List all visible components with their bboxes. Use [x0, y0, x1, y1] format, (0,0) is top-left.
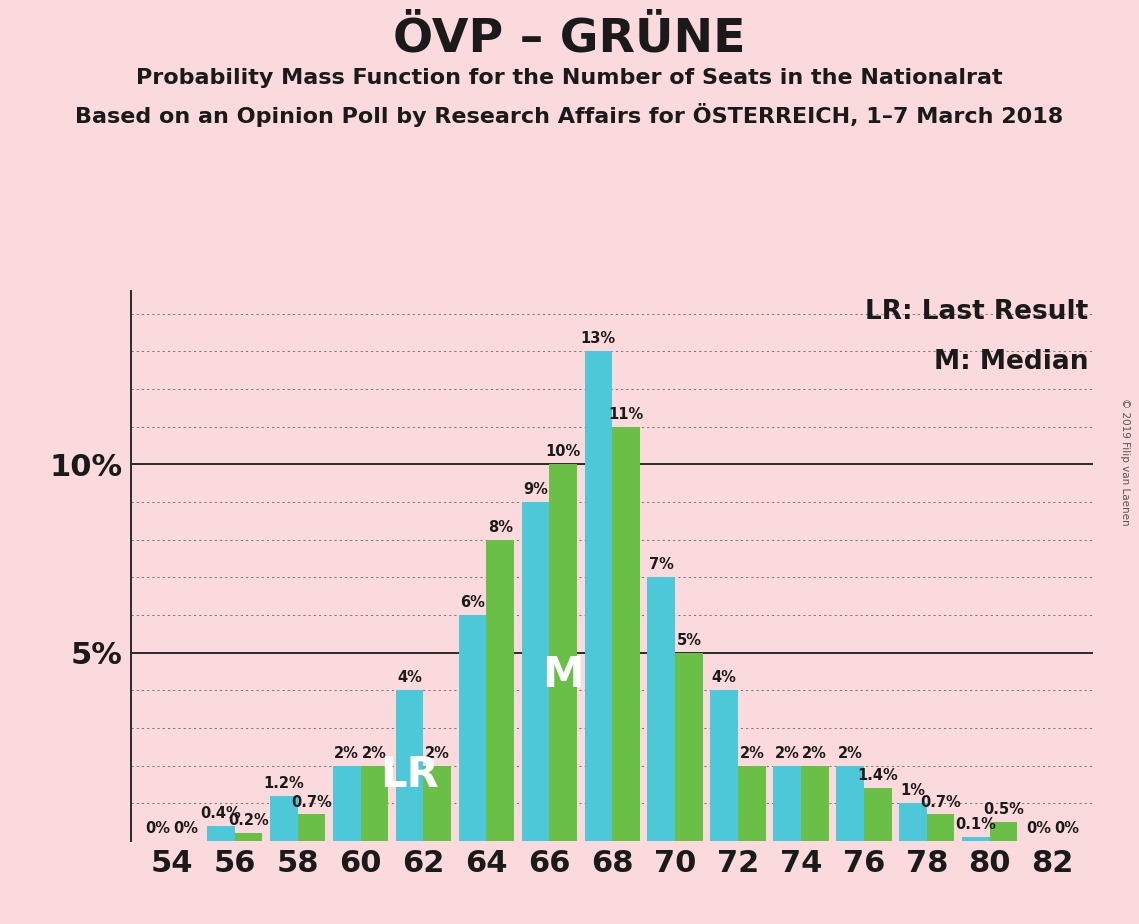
Text: 2%: 2% — [362, 746, 387, 760]
Text: 0%: 0% — [1054, 821, 1079, 836]
Bar — [773, 765, 801, 841]
Bar — [711, 690, 738, 841]
Bar — [207, 826, 235, 841]
Text: 2%: 2% — [775, 746, 800, 760]
Text: 1.4%: 1.4% — [858, 768, 898, 784]
Bar — [297, 814, 326, 841]
Text: 0.5%: 0.5% — [983, 802, 1024, 817]
Text: Probability Mass Function for the Number of Seats in the Nationalrat: Probability Mass Function for the Number… — [137, 68, 1002, 89]
Bar — [459, 614, 486, 841]
Bar — [675, 652, 703, 841]
Text: 1%: 1% — [901, 784, 925, 798]
Text: 7%: 7% — [649, 557, 673, 572]
Bar — [522, 502, 549, 841]
Bar — [836, 765, 863, 841]
Bar — [424, 765, 451, 841]
Text: 4%: 4% — [398, 670, 423, 686]
Bar — [801, 765, 828, 841]
Text: 10%: 10% — [546, 444, 581, 459]
Text: 2%: 2% — [739, 746, 764, 760]
Bar — [361, 765, 388, 841]
Text: M: M — [542, 654, 584, 696]
Bar — [863, 788, 892, 841]
Text: 6%: 6% — [460, 595, 485, 610]
Text: © 2019 Filip van Laenen: © 2019 Filip van Laenen — [1120, 398, 1130, 526]
Bar — [396, 690, 424, 841]
Bar — [613, 427, 640, 841]
Bar — [549, 464, 577, 841]
Bar — [738, 765, 765, 841]
Text: 0.4%: 0.4% — [200, 806, 241, 821]
Text: 2%: 2% — [425, 746, 450, 760]
Text: 2%: 2% — [335, 746, 359, 760]
Text: 0%: 0% — [173, 821, 198, 836]
Text: 5%: 5% — [677, 633, 702, 648]
Bar — [486, 540, 514, 841]
Bar — [584, 351, 613, 841]
Bar — [333, 765, 361, 841]
Text: 4%: 4% — [712, 670, 737, 686]
Text: 11%: 11% — [608, 407, 644, 421]
Bar — [235, 833, 262, 841]
Text: 2%: 2% — [837, 746, 862, 760]
Bar — [927, 814, 954, 841]
Text: 1.2%: 1.2% — [263, 776, 304, 791]
Text: 9%: 9% — [523, 482, 548, 497]
Bar — [990, 822, 1017, 841]
Text: 0%: 0% — [146, 821, 171, 836]
Text: 0.7%: 0.7% — [920, 795, 961, 809]
Text: 0.7%: 0.7% — [292, 795, 331, 809]
Text: 8%: 8% — [487, 519, 513, 535]
Text: LR: LR — [380, 754, 439, 796]
Text: 13%: 13% — [581, 332, 616, 346]
Text: 0.2%: 0.2% — [228, 813, 269, 829]
Text: M: Median: M: Median — [934, 348, 1089, 375]
Bar — [962, 837, 990, 841]
Bar — [899, 803, 927, 841]
Text: ÖVP – GRÜNE: ÖVP – GRÜNE — [393, 17, 746, 62]
Text: 0%: 0% — [1026, 821, 1051, 836]
Bar — [270, 796, 297, 841]
Text: 0.1%: 0.1% — [956, 817, 997, 833]
Text: 2%: 2% — [802, 746, 827, 760]
Text: LR: Last Result: LR: Last Result — [866, 299, 1089, 325]
Bar — [647, 578, 675, 841]
Text: Based on an Opinion Poll by Research Affairs for ÖSTERREICH, 1–7 March 2018: Based on an Opinion Poll by Research Aff… — [75, 103, 1064, 128]
